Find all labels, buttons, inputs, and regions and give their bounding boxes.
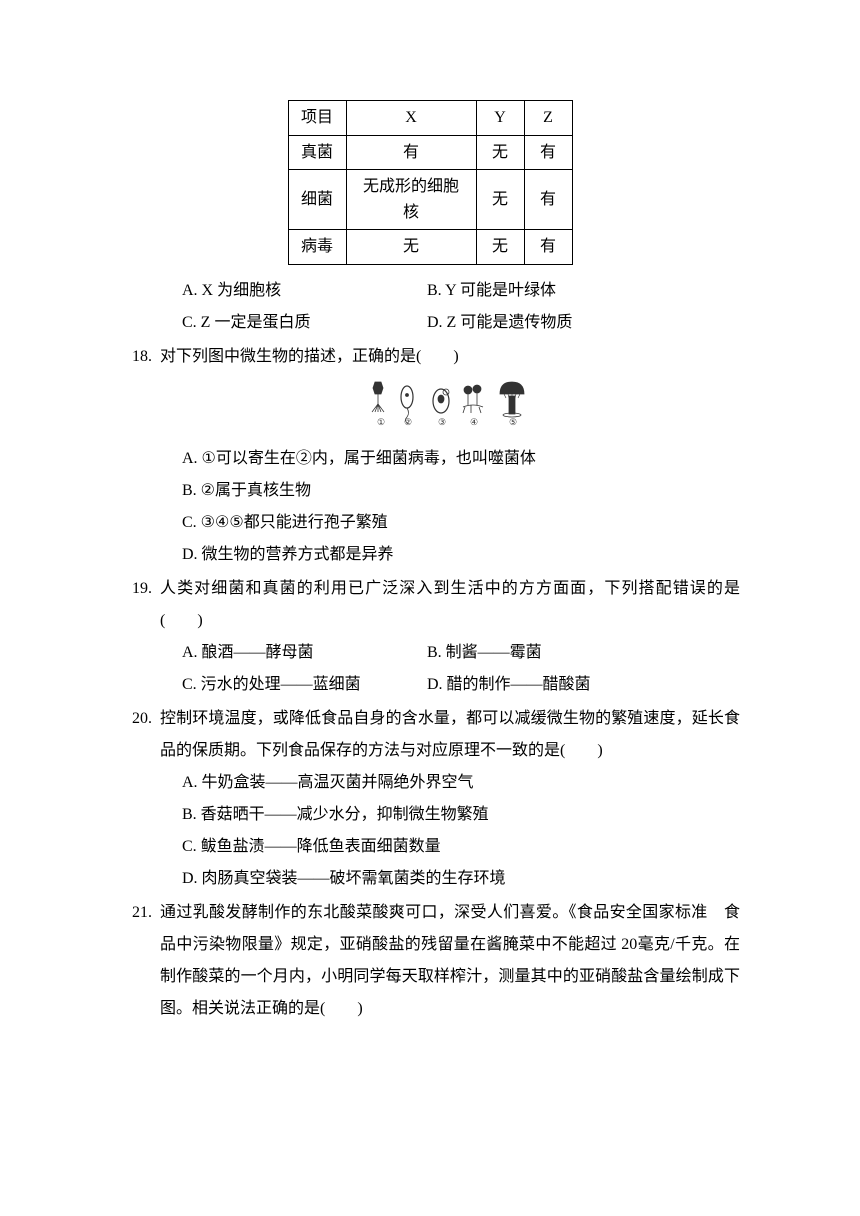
option-b: B. 制酱——霉菌 (427, 637, 740, 669)
table-cell: 有 (524, 170, 572, 230)
comparison-table: 项目 X Y Z 真菌 有 无 有 细菌 无成形的细胞核 无 有 病毒 无 无 … (288, 100, 573, 265)
table-cell: 无成形的细胞核 (346, 170, 476, 230)
table-cell: 无 (476, 230, 524, 265)
question-19: 19. 人类对细菌和真菌的利用已广泛深入到生活中的方方面面，下列搭配错误的是( … (120, 573, 740, 701)
option-d: D. 肉肠真空袋装——破坏需氧菌类的生存环境 (160, 863, 740, 895)
question-number: 18. (120, 341, 160, 571)
table-cell: 无 (476, 135, 524, 170)
table-row: 细菌 无成形的细胞核 无 有 (288, 170, 572, 230)
table-row: 真菌 有 无 有 (288, 135, 572, 170)
question-number: 21. (120, 897, 160, 1025)
table-header-cell: X (346, 101, 476, 136)
question-20: 20. 控制环境温度，或降低食品自身的含水量，都可以减缓微生物的繁殖速度，延长食… (120, 703, 740, 895)
table-cell: 有 (524, 135, 572, 170)
table-header-cell: Y (476, 101, 524, 136)
option-b: B. 香菇晒干——减少水分，抑制微生物繁殖 (160, 799, 740, 831)
question-21: 21. 通过乳酸发酵制作的东北酸菜酸爽可口，深受人们喜爱。《食品安全国家标准 食… (120, 897, 740, 1025)
microbe-figure: ① ② ③ ④ ⑤ (160, 377, 740, 439)
microbe-label-4: ④ (470, 417, 478, 427)
question-text: 对下列图中微生物的描述，正确的是( ) (160, 341, 740, 373)
option-c: C. ③④⑤都只能进行孢子繁殖 (160, 507, 740, 539)
question-text: 控制环境温度，或降低食品自身的含水量，都可以减缓微生物的繁殖速度，延长食品的保质… (160, 703, 740, 767)
question-number: 19. (120, 573, 160, 701)
option-d: D. Z 可能是遗传物质 (427, 307, 740, 339)
option-c: C. 鲅鱼盐渍——降低鱼表面细菌数量 (160, 831, 740, 863)
option-c: C. 污水的处理——蓝细菌 (182, 669, 427, 701)
option-d: D. 微生物的营养方式都是异养 (160, 539, 740, 571)
microbe-label-3: ③ (438, 417, 446, 427)
option-b: B. ②属于真核生物 (160, 475, 740, 507)
option-c: C. Z 一定是蛋白质 (182, 307, 427, 339)
microbes-icon: ① ② ③ ④ ⑤ (360, 377, 540, 427)
q17-options-row-2: C. Z 一定是蛋白质 D. Z 可能是遗传物质 (120, 307, 740, 339)
microbe-label-2: ② (404, 417, 412, 427)
table-row: 病毒 无 无 有 (288, 230, 572, 265)
q17-options-row-1: A. X 为细胞核 B. Y 可能是叶绿体 (120, 275, 740, 307)
table-header-cell: 项目 (288, 101, 346, 136)
table-cell: 有 (346, 135, 476, 170)
question-text: 人类对细菌和真菌的利用已广泛深入到生活中的方方面面，下列搭配错误的是( ) (160, 573, 740, 637)
table-cell: 细菌 (288, 170, 346, 230)
table-cell: 无 (346, 230, 476, 265)
table-row: 项目 X Y Z (288, 101, 572, 136)
option-b: B. Y 可能是叶绿体 (427, 275, 740, 307)
option-d: D. 醋的制作——醋酸菌 (427, 669, 740, 701)
table-cell: 有 (524, 230, 572, 265)
question-18: 18. 对下列图中微生物的描述，正确的是( ) (120, 341, 740, 571)
option-a: A. ①可以寄生在②内，属于细菌病毒，也叫噬菌体 (160, 443, 740, 475)
table-cell: 病毒 (288, 230, 346, 265)
table-header-cell: Z (524, 101, 572, 136)
table-cell: 无 (476, 170, 524, 230)
microbe-label-1: ① (377, 417, 385, 427)
table-cell: 真菌 (288, 135, 346, 170)
option-a: A. 酿酒——酵母菌 (182, 637, 427, 669)
option-a: A. 牛奶盒装——高温灭菌并隔绝外界空气 (160, 767, 740, 799)
microbe-label-5: ⑤ (509, 417, 517, 427)
question-number: 20. (120, 703, 160, 895)
option-a: A. X 为细胞核 (182, 275, 427, 307)
question-text: 通过乳酸发酵制作的东北酸菜酸爽可口，深受人们喜爱。《食品安全国家标准 食品中污染… (160, 897, 740, 1025)
